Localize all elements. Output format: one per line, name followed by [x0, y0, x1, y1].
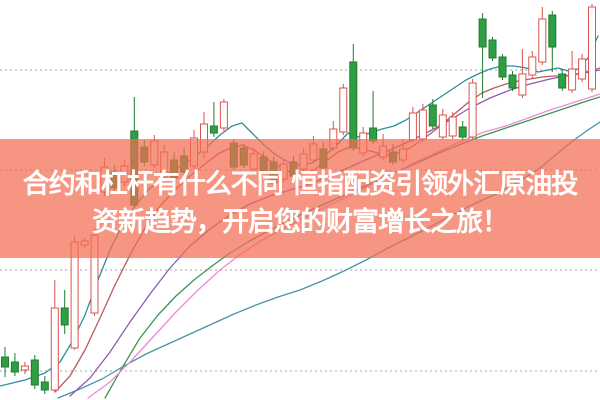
candle-body — [1, 356, 9, 368]
banner-text-line-1: 合约和杠杆有什么不同 恒指配资引领外汇原油投 — [22, 169, 578, 200]
candle-body — [408, 112, 417, 141]
candle-body — [528, 56, 537, 76]
candle-body — [438, 114, 447, 138]
candle-body — [219, 101, 228, 129]
candle-body — [428, 104, 437, 127]
candle-body — [518, 73, 527, 96]
candle-body — [209, 125, 218, 134]
candle-body — [60, 307, 69, 326]
candle-body — [40, 381, 49, 391]
candle-body — [10, 361, 19, 373]
candle-body — [448, 116, 457, 137]
candle-body — [50, 307, 59, 391]
candle-body — [498, 56, 507, 78]
banner-text-line-2: 资新趋势，开启您的财富增长之旅！ — [92, 207, 509, 238]
candle-body — [558, 73, 567, 89]
candle-body — [588, 6, 596, 90]
candle-body — [20, 365, 29, 371]
candle-body — [538, 18, 547, 63]
candle-body — [508, 74, 517, 89]
candle-body — [418, 109, 427, 140]
candle-body — [468, 82, 477, 138]
candle-body — [478, 18, 487, 48]
candle-body — [578, 58, 587, 80]
promo-banner-text: 合约和杠杆有什么不同 恒指配资引领外汇原油投 资新趋势，开启您的财富增长之旅！ — [0, 166, 600, 242]
candle-body — [349, 61, 358, 149]
candle-body — [458, 126, 467, 138]
promo-banner[interactable] — [0, 139, 600, 258]
candle-body — [568, 68, 577, 91]
candle-body — [488, 39, 497, 59]
candle-body — [548, 14, 557, 48]
candle-body — [30, 359, 39, 386]
candle-body — [339, 87, 348, 133]
